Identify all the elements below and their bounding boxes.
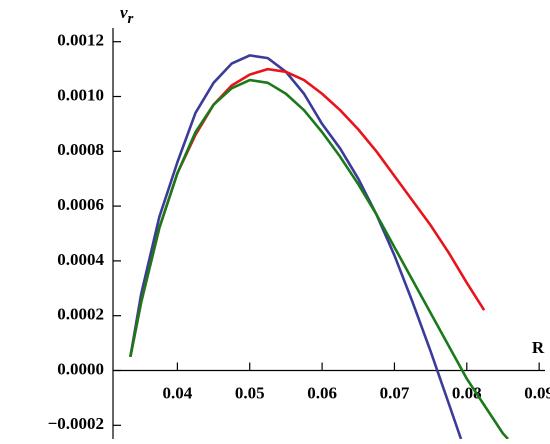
y-axis-label-subscript: r bbox=[128, 11, 134, 27]
y-tick-label: 0.0008 bbox=[57, 140, 104, 159]
y-tick-label: 0.0012 bbox=[57, 31, 104, 50]
x-tick-label: 0.05 bbox=[235, 383, 265, 402]
line-series bbox=[129, 54, 463, 439]
y-tick-label: 0.0006 bbox=[57, 195, 104, 214]
plot-area bbox=[129, 54, 509, 439]
y-axis-label-base: v bbox=[120, 3, 128, 22]
y-tick-label: 0.0002 bbox=[57, 305, 104, 324]
y-tick-label: 0.0000 bbox=[57, 359, 104, 378]
x-tick-label: 0.04 bbox=[163, 383, 193, 402]
line-series bbox=[129, 78, 509, 439]
y-tick-label: 0.0010 bbox=[57, 85, 104, 104]
y-axis-label: vr bbox=[120, 3, 134, 28]
x-tick-label: 0.06 bbox=[307, 383, 337, 402]
x-tick-label: 0.09 bbox=[524, 383, 550, 402]
x-tick-label: 0.07 bbox=[380, 383, 410, 402]
y-tick-label: −0.0002 bbox=[48, 414, 104, 433]
y-tick-label: 0.0004 bbox=[57, 250, 104, 269]
x-axis-label: R bbox=[532, 338, 545, 357]
